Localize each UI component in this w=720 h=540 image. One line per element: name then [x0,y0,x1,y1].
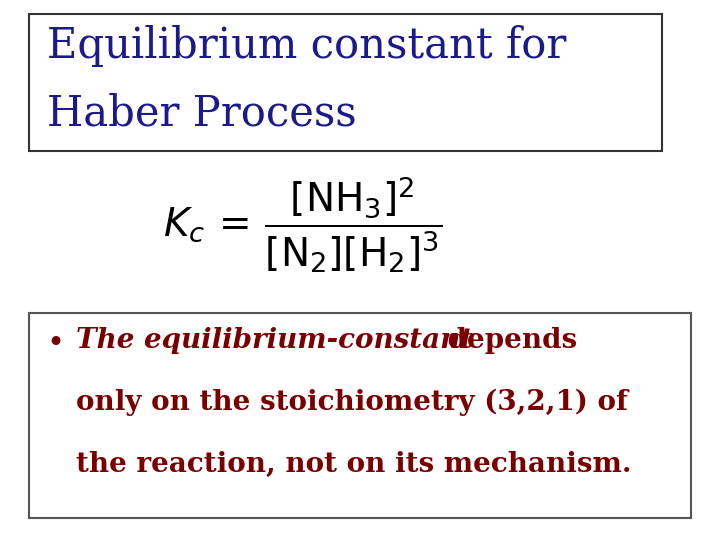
Text: The equilibrium-constant: The equilibrium-constant [76,327,473,354]
Text: Haber Process: Haber Process [47,93,356,135]
Text: •: • [47,329,65,360]
Text: only on the stoichiometry (3,2,1) of: only on the stoichiometry (3,2,1) of [76,389,628,416]
Text: $K_c \,=\, \dfrac{[\mathrm{NH_3}]^2}{[\mathrm{N_2}][\mathrm{H_2}]^3}$: $K_c \,=\, \dfrac{[\mathrm{NH_3}]^2}{[\m… [163,174,442,274]
Bar [29,313,691,518]
Text: Equilibrium constant for: Equilibrium constant for [47,25,566,68]
Text: the reaction, not on its mechanism.: the reaction, not on its mechanism. [76,451,631,478]
Bar [29,14,662,151]
Text: depends: depends [438,327,577,354]
